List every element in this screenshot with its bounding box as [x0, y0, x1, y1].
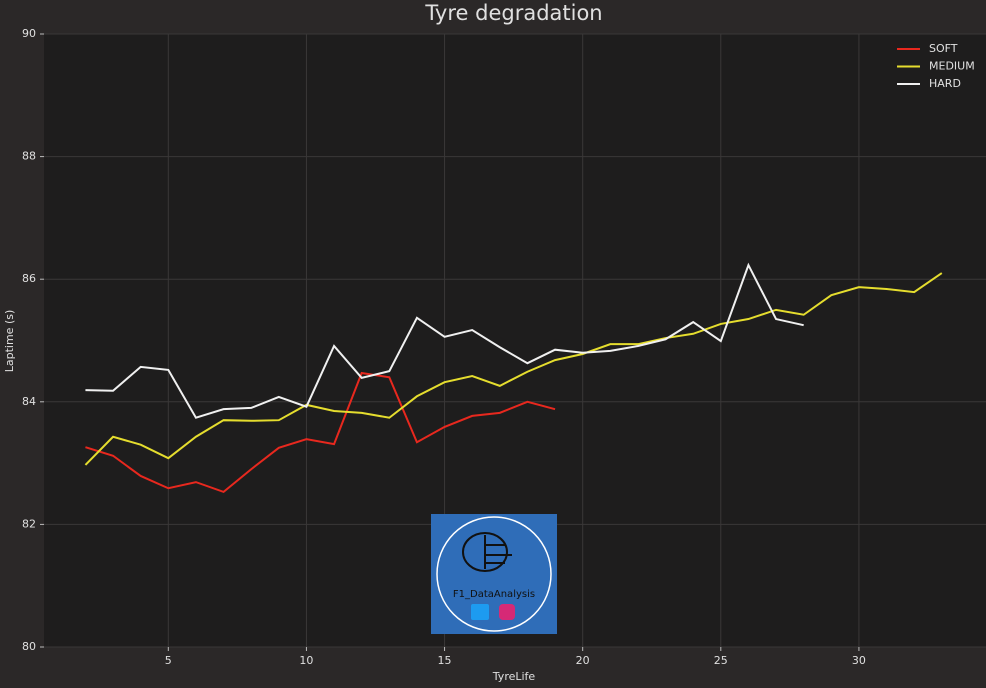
y-tick-label: 88	[22, 150, 36, 163]
x-axis-label: TyreLife	[492, 670, 536, 683]
x-tick-label: 25	[714, 654, 728, 667]
legend-label: SOFT	[929, 42, 958, 55]
y-tick-label: 80	[22, 640, 36, 653]
x-tick-label: 15	[438, 654, 452, 667]
watermark-text: F1_DataAnalysis	[453, 589, 535, 600]
legend-label: MEDIUM	[929, 60, 975, 73]
x-tick-label: 5	[165, 654, 172, 667]
x-tick-label: 20	[576, 654, 590, 667]
y-tick-label: 86	[22, 272, 36, 285]
y-tick-label: 82	[22, 517, 36, 530]
x-tick-label: 30	[852, 654, 866, 667]
series-line	[84, 272, 943, 466]
series-line	[85, 371, 556, 494]
watermark: F1_DataAnalysis	[431, 514, 557, 634]
y-tick-label: 84	[22, 395, 36, 408]
y-axis-label: Laptime (s)	[3, 310, 16, 373]
y-tick-label: 90	[22, 27, 36, 40]
x-tick-label: 10	[299, 654, 313, 667]
series-line	[85, 262, 804, 419]
chart-title: Tyre degradation	[424, 1, 602, 25]
legend-label: HARD	[929, 77, 961, 90]
